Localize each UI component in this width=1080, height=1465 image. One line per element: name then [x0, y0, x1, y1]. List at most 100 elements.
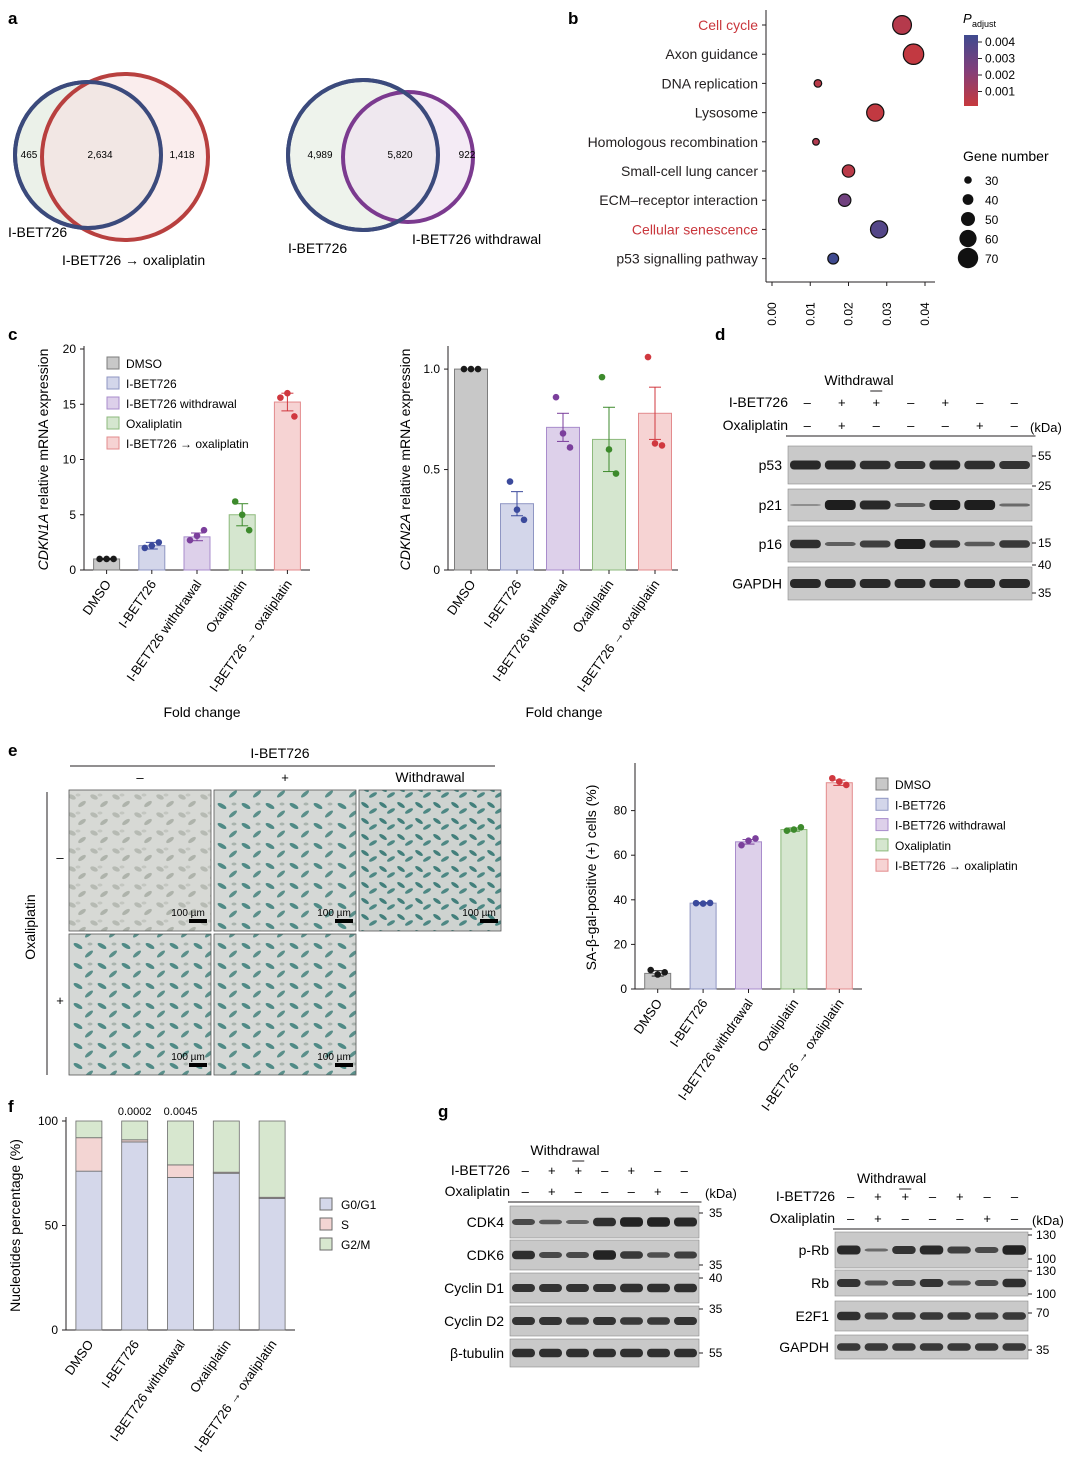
blot-g2-band-lane	[892, 1312, 916, 1320]
b-legend-size-label: 60	[985, 233, 999, 247]
venn2-center-count: 5,820	[387, 150, 412, 161]
legend-label: I-BET726	[895, 798, 946, 812]
y-axis-label: CDKN1A relative mRNA expression	[35, 349, 51, 571]
b-x-tick-label: 0.03	[880, 302, 894, 326]
blot-d-band-lane	[929, 540, 961, 548]
x-tick-label: I-BET726 → oxaliplatin	[758, 996, 847, 1114]
blot-d-band-lane	[894, 503, 926, 507]
blot-withdrawal-label: Withdrawal	[857, 1170, 926, 1186]
blot-row1-sign: –	[681, 1163, 689, 1178]
images-row-title: Oxaliplatin	[22, 894, 38, 959]
blot-g1-band-label: Cyclin D2	[444, 1313, 504, 1329]
blot-g2-marker: 100	[1036, 1287, 1056, 1301]
x-tick-label: DMSO	[79, 577, 114, 618]
blot-g1-marker: 35	[709, 1302, 723, 1316]
data-point	[186, 536, 194, 544]
kegg-dot-plot: Cell cycle Axon guidance DNA replication Ly…	[588, 10, 1049, 326]
blot-g2-band-lane	[837, 1311, 861, 1321]
data-point	[193, 532, 201, 540]
blot-row2-sign: –	[1011, 418, 1019, 433]
x-tick-label: DMSO	[631, 996, 666, 1037]
legend-swatch	[875, 838, 889, 852]
blot-g2-band-lane	[864, 1280, 889, 1286]
blot-g2-band-lane	[1002, 1343, 1026, 1351]
blot-g1-band-label: CDK6	[467, 1247, 505, 1263]
blot-g1-band-lane	[566, 1220, 589, 1224]
venn1-right-count: 1,418	[169, 150, 194, 161]
b-legend-size-label: 70	[985, 252, 999, 266]
blot-d-marker: 35	[1038, 586, 1052, 600]
data-point	[284, 389, 291, 397]
b-dot	[813, 78, 823, 88]
blot-g1-band-lane	[539, 1348, 562, 1358]
y-axis-label: SA-β-gal-positive (+) cells (%)	[583, 785, 599, 971]
blot-g1-marker: 55	[709, 1346, 723, 1360]
blot-g1-band-lane	[539, 1219, 562, 1225]
blot-d-band-lane	[964, 500, 996, 510]
blot-row2-sign: –	[847, 1211, 855, 1226]
blot-g2-band-label: GAPDH	[779, 1339, 829, 1355]
b-legend-size-dot	[957, 247, 979, 269]
data-point	[520, 516, 528, 524]
y-tick-label: 0.5	[423, 463, 440, 477]
blot-d-band-label: p21	[759, 497, 783, 513]
blot-g2-band-lane	[1002, 1245, 1026, 1255]
venn1-label-left: I-BET726	[8, 224, 67, 240]
image-dmso	[68, 789, 212, 932]
blot-g1-band-lane	[620, 1317, 643, 1325]
blot-g1-band-lane	[620, 1283, 643, 1293]
blot-g1-band-lane	[512, 1250, 535, 1260]
blot-g2-band-lane	[974, 1247, 999, 1253]
f-legend-swatch	[319, 1237, 333, 1251]
b-dot	[866, 103, 885, 122]
legend-swatch	[875, 777, 889, 791]
b-legend-size-label: 30	[985, 174, 999, 188]
blot-d-marker: 15	[1038, 536, 1052, 550]
bar	[780, 829, 808, 990]
y-tick-label: 0	[433, 563, 440, 577]
f-bar-segment	[258, 1197, 286, 1331]
b-legend-size-label: 50	[985, 213, 999, 227]
blot-row2-sign: –	[942, 418, 950, 433]
x-tick-label: I-BET726	[115, 577, 159, 631]
b-category-label: ECM–receptor interaction	[599, 192, 758, 208]
venn1-label-right: I-BET726 → oxaliplatin	[62, 252, 205, 268]
blot-row2-sign: –	[681, 1184, 689, 1199]
y-tick-label: 20	[63, 342, 77, 356]
blot-row1-sign: –	[976, 395, 984, 410]
x-tick-label: Oxaliplatin	[203, 577, 250, 635]
data-point	[797, 824, 805, 831]
blot-d-band-lane	[999, 461, 1030, 469]
f-bar-segment	[75, 1137, 103, 1172]
y-tick-label: 10	[63, 453, 77, 467]
blot-row1-sign: –	[907, 395, 915, 410]
f-bar-segment	[258, 1120, 286, 1198]
blot-g1-band-lane	[512, 1348, 535, 1358]
blot-d-band-lane	[929, 460, 961, 470]
blot-d-band-lane	[964, 460, 996, 470]
b-legend-color-label: 0.002	[985, 68, 1015, 82]
scale-label-1: 100 µm	[171, 908, 205, 919]
f-legend-swatch	[319, 1197, 333, 1211]
blot-g1-marker: 35	[709, 1258, 723, 1272]
blot-row1-sign: +	[956, 1189, 964, 1204]
blot-withdrawal-label: Withdrawal	[824, 372, 893, 388]
blot-g2-band-lane	[947, 1280, 971, 1286]
b-legend-color-title: P	[963, 11, 972, 26]
image-withdrawal	[358, 789, 502, 932]
blot-g2-band-lane	[864, 1248, 889, 1252]
blot-d-band-lane	[859, 500, 891, 510]
b-category-label: Axon guidance	[665, 46, 758, 62]
image-combo	[213, 933, 357, 1076]
bar	[825, 782, 853, 990]
blot-row1-sign: –	[984, 1189, 992, 1204]
b-dot	[869, 220, 889, 239]
blot-g1-band-lane	[674, 1251, 697, 1259]
blot-row1-sign: –	[1011, 395, 1019, 410]
blot-d-band-lane	[824, 500, 856, 510]
blot-g1-band-lane	[539, 1317, 562, 1325]
data-point	[291, 413, 298, 420]
